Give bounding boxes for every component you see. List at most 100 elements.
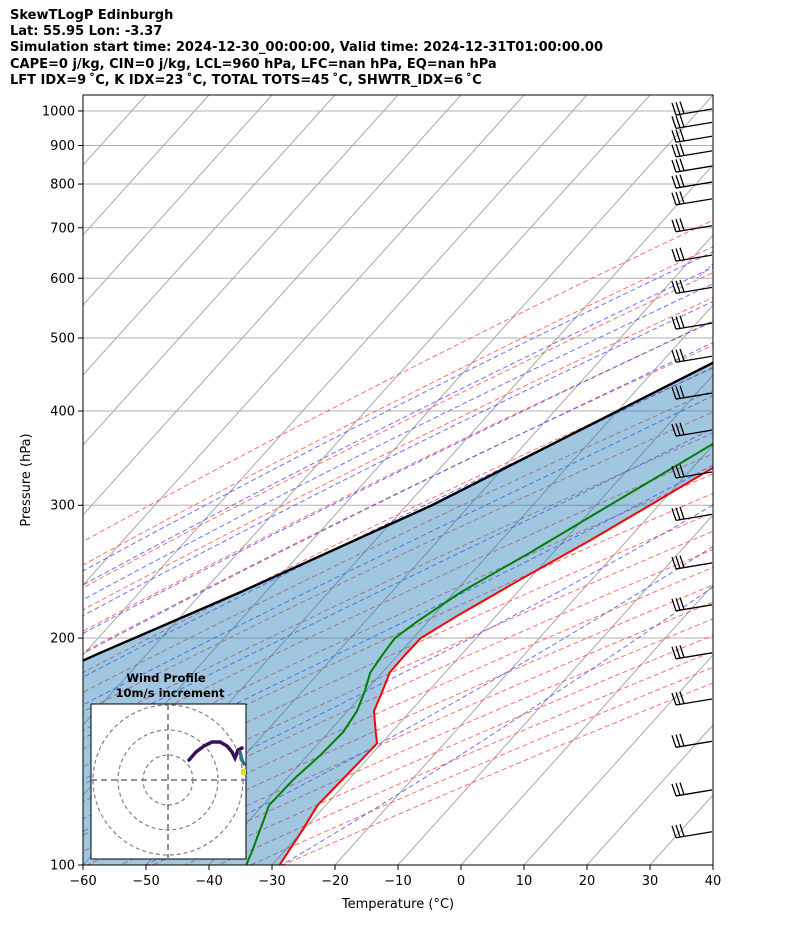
wind-barb-flag — [675, 218, 681, 232]
wind-barb-staff — [675, 698, 713, 706]
wind-barb-flag — [675, 280, 681, 293]
title-indices-2: LFT IDX=9 ˚C, K IDX=23 ˚C, TOTAL TOTS=45… — [10, 72, 482, 88]
wind-barb-flag — [679, 597, 685, 610]
wind-barb-flag — [671, 735, 677, 748]
isotherm-gridline — [83, 95, 210, 236]
wind-barb-staff — [675, 355, 713, 363]
wind-barb — [671, 645, 713, 660]
wind-barb — [671, 824, 713, 839]
wind-barb — [671, 191, 713, 206]
wind-barb-flag — [679, 733, 685, 747]
wind-barb-flag — [675, 556, 681, 569]
wind-barb-staff — [675, 562, 713, 570]
hodograph-line-low — [238, 750, 246, 766]
wind-barb-flag — [671, 144, 677, 158]
moist-adiabat — [83, 464, 713, 781]
wind-barb-staff — [675, 604, 713, 612]
y-tick-label: 700 — [50, 221, 75, 236]
wind-barb-flag — [675, 159, 681, 172]
wind-barb-flag — [675, 824, 681, 838]
wind-barb-flag — [671, 783, 677, 797]
x-tick-label: 10 — [516, 874, 533, 889]
wind-barb-flag — [679, 464, 685, 477]
wind-barb-flag — [679, 158, 685, 171]
isotherm-gridline — [145, 234, 713, 865]
isotherm-gridline — [334, 444, 713, 865]
title-station: SkewTLogP Edinburgh — [10, 8, 174, 23]
wind-barb-flag — [671, 825, 677, 838]
isotherm-gridline — [83, 95, 336, 376]
x-axis-ticks: −60 −50 −40 −30 −20 −10 0 10 20 30 40 — [69, 865, 721, 889]
wind-barb-flag — [675, 115, 681, 128]
y-tick-label: 600 — [50, 272, 75, 287]
dry-adiabat — [83, 219, 713, 543]
wind-barb — [671, 506, 713, 521]
isotherm-gridline — [83, 95, 399, 446]
wind-barb-flag — [671, 350, 677, 363]
wind-barb — [671, 315, 713, 330]
inset-title: Wind Profile — [126, 671, 206, 685]
isotherm-gridline — [83, 95, 462, 516]
wind-barb — [671, 348, 713, 363]
wind-barb-flag — [671, 192, 677, 206]
wind-barb — [671, 733, 713, 748]
wind-barb-flag — [675, 507, 681, 520]
x-tick-label: −40 — [195, 874, 222, 889]
wind-barb-staff — [675, 135, 713, 143]
wind-barb-flag — [679, 114, 685, 128]
x-tick-label: 30 — [642, 874, 659, 889]
moist-adiabat — [83, 251, 713, 572]
wind-barb-flag — [675, 597, 681, 611]
dewpoint-line — [245, 442, 713, 865]
isotherm-gridline — [712, 864, 713, 865]
wind-barb-flag — [679, 385, 685, 398]
parcel-profile-line — [83, 361, 713, 662]
wind-barb-flag — [675, 129, 681, 142]
wind-barb-flag — [675, 783, 681, 796]
y-axis-ticks: 100 200 300 400 500 600 700 800 900 1000 — [42, 104, 83, 874]
x-tick-label: −10 — [384, 874, 411, 889]
wind-barb-staff — [675, 165, 713, 173]
moist-adiabat — [83, 341, 713, 655]
inset-subtitle: 10m/s increment — [116, 686, 225, 700]
y-tick-label: 400 — [50, 405, 75, 420]
hodograph-line — [187, 740, 244, 763]
dry-adiabat — [83, 411, 713, 713]
x-axis-label: Temperature (°C) — [341, 897, 454, 912]
wind-barb-flag — [679, 506, 685, 520]
wind-barb — [671, 158, 713, 173]
dry-adiabat — [83, 389, 713, 693]
hodograph-surface-point — [240, 768, 246, 776]
wind-barb-flag — [671, 465, 677, 479]
isotherm-gridline — [271, 374, 713, 865]
wind-barb-flag — [679, 101, 685, 114]
x-tick-label: 20 — [579, 874, 596, 889]
title-times: Simulation start time: 2024-12-30_00:00:… — [10, 40, 603, 56]
wind-barb-flag — [679, 174, 685, 187]
moist-adiabat — [83, 283, 713, 601]
isotherm-gridline — [83, 95, 273, 306]
wind-barb-flag — [671, 175, 677, 189]
moist-adiabat — [83, 300, 713, 617]
y-tick-label: 900 — [50, 139, 75, 154]
moist-adiabat — [83, 266, 713, 586]
x-tick-label: −50 — [132, 874, 159, 889]
y-tick-label: 200 — [50, 632, 75, 647]
wind-barb-flag — [671, 692, 677, 706]
wind-barb — [671, 555, 713, 570]
wind-barb — [671, 385, 713, 400]
wind-barb-flag — [675, 191, 681, 205]
title-indices-1: CAPE=0 j/kg, CIN=0 j/kg, LCL=960 hPa, LF… — [10, 56, 497, 72]
wind-barb-flag — [671, 386, 677, 400]
wind-barb — [671, 143, 713, 158]
moist-adiabat — [83, 427, 713, 740]
wind-barb — [671, 464, 713, 479]
wind-barb-flag — [675, 465, 681, 478]
mixing-ratio-line — [738, 95, 794, 278]
wind-barb-flag — [675, 143, 681, 157]
wind-barb-flag — [675, 386, 681, 399]
wind-barb-flag — [679, 782, 685, 795]
dry-adiabat — [83, 246, 713, 566]
wind-barb-staff — [675, 740, 713, 748]
wind-barb-flag — [671, 423, 677, 437]
